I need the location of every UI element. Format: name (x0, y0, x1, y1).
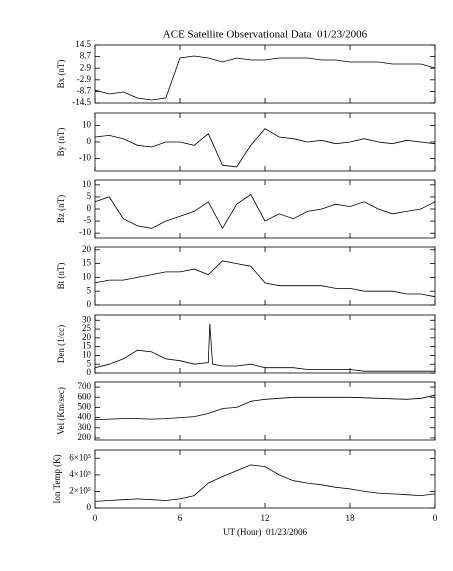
y-tick-label: 300 (78, 422, 92, 432)
panel-frame (94, 44, 436, 104)
y-tick-label: 14.5 (75, 39, 91, 49)
y-tick-label: 5 (87, 358, 92, 368)
y-tick-label: 4×10⁵ (69, 469, 91, 479)
x-tick-label: 18 (346, 513, 356, 523)
y-axis-label: Bt (nT) (56, 263, 66, 290)
data-line (94, 128, 436, 168)
y-tick-label: 2.9 (80, 62, 92, 72)
y-tick-label: 2×10⁵ (69, 485, 91, 495)
y-tick-label: 8.7 (80, 51, 92, 61)
y-axis-label: Bz (nT) (56, 195, 66, 223)
y-tick-label: -10 (79, 227, 91, 237)
y-tick-label: 5 (87, 285, 92, 295)
y-tick-label: 600 (78, 391, 92, 401)
y-tick-label: 10 (82, 179, 92, 189)
x-tick-label: 0 (433, 513, 438, 523)
y-tick-label: 30 (82, 314, 92, 324)
y-tick-label: 0 (87, 367, 92, 377)
x-axis-label: UT (Hour) 01/23/2006 (223, 527, 308, 537)
y-axis-label: Vel (Km/sec) (56, 387, 66, 435)
x-tick-label: 0 (93, 513, 98, 523)
y-tick-label: 0 (87, 502, 92, 512)
y-tick-label: 20 (82, 332, 92, 342)
y-tick-label: 6×10⁵ (69, 452, 91, 462)
y-axis-label: Den (1/cc) (56, 325, 66, 363)
y-tick-label: -8.7 (77, 85, 92, 95)
panel-frame (94, 112, 436, 172)
data-line (94, 193, 436, 230)
y-tick-label: 5 (87, 191, 92, 201)
data-line (94, 323, 435, 372)
data-line (94, 55, 436, 101)
y-tick-label: -2.9 (77, 74, 92, 84)
y-tick-label: -14.5 (72, 97, 91, 107)
y-tick-label: 400 (78, 412, 92, 422)
y-axis-label: Ion Temp (K) (52, 454, 62, 503)
chart-title: ACE Satellite Observational Data 01/23/2… (163, 29, 368, 41)
y-tick-label: 15 (82, 341, 92, 351)
y-tick-label: -10 (79, 153, 91, 163)
y-axis-label: By (nT) (56, 128, 66, 157)
data-line (94, 464, 436, 502)
panel-frame (94, 179, 436, 239)
y-tick-label: 25 (82, 323, 92, 333)
y-tick-label: 0 (87, 299, 92, 309)
y-tick-label: 700 (78, 381, 92, 391)
y-tick-label: 10 (82, 349, 92, 359)
y-tick-label: 10 (82, 271, 92, 281)
y-axis-label: Bx (nT) (56, 60, 66, 89)
y-tick-label: -5 (84, 215, 92, 225)
panel-frame (94, 314, 436, 374)
y-tick-label: 20 (82, 244, 92, 254)
y-tick-label: 10 (82, 119, 92, 129)
x-tick-label: 12 (261, 513, 270, 523)
panel-frame (94, 381, 436, 441)
data-line (94, 260, 436, 298)
y-tick-label: 15 (82, 258, 92, 268)
y-tick-label: 500 (78, 402, 92, 412)
y-tick-label: 0 (87, 203, 92, 213)
x-tick-label: 6 (178, 513, 183, 523)
y-tick-label: 200 (78, 432, 92, 442)
y-tick-label: 0 (87, 136, 92, 146)
data-line (94, 394, 436, 420)
